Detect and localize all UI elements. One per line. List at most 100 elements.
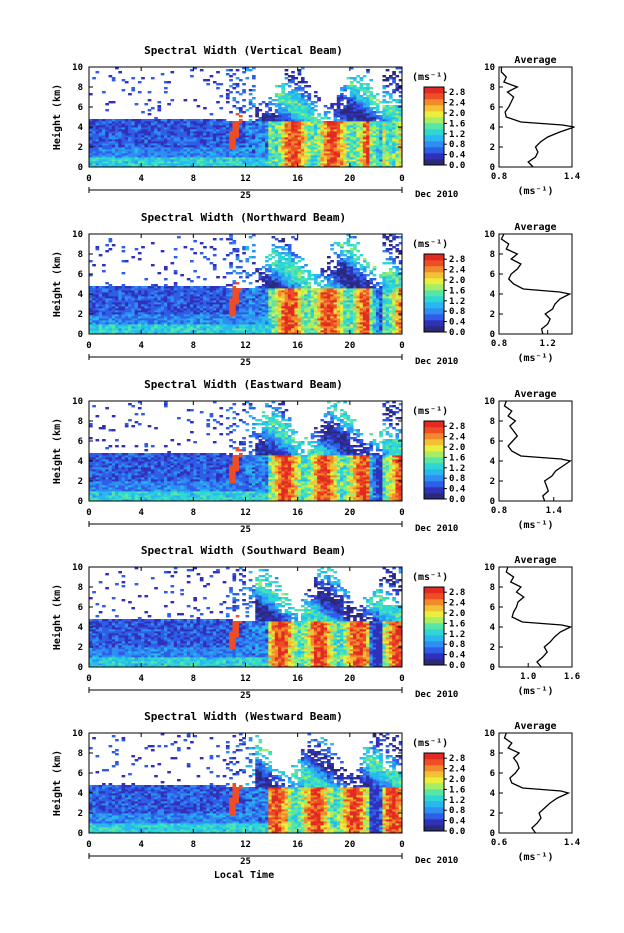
heatmap-cell [144, 278, 148, 280]
heatmap-cell [360, 83, 364, 85]
heatmap-cell [376, 93, 380, 95]
y-tick-label: 4 [78, 123, 84, 133]
heatmap-cell [89, 93, 93, 95]
heatmap-cell [148, 286, 152, 288]
average-y-tick-label: 4 [490, 123, 496, 133]
colorbar-swatch [424, 93, 444, 99]
heatmap-cell [236, 121, 240, 123]
heatmap-cell [369, 91, 373, 93]
heatmap-cell [232, 105, 236, 107]
heatmap-cell [210, 262, 214, 264]
heatmap-cell [151, 119, 155, 121]
heatmap-cell [249, 93, 253, 95]
heatmap-cell [246, 272, 250, 274]
heatmap-cell [268, 258, 272, 260]
heatmap-cell [141, 286, 145, 288]
heatmap-cell [327, 121, 331, 123]
heatmap-cell [301, 77, 305, 79]
heatmap-cell [242, 252, 246, 254]
heatmap-cell [252, 97, 256, 99]
heatmap-cell [125, 81, 129, 83]
heatmap-cell [285, 73, 289, 75]
heatmap-cell [340, 103, 344, 105]
heatmap-cell [392, 99, 396, 101]
heatmap-cell [164, 87, 168, 89]
heatmap-cell [298, 93, 302, 95]
heatmap-cell [161, 119, 165, 121]
heatmap-cell [281, 246, 285, 248]
heatmap-cell [281, 238, 285, 240]
heatmap-cell [294, 83, 298, 85]
heatmap-cell [262, 113, 266, 115]
heatmap-cell [190, 260, 194, 262]
heatmap-cell [193, 252, 197, 254]
heatmap-cell [379, 115, 383, 117]
heatmap-cell [219, 238, 223, 240]
heatmap-cell [174, 282, 178, 284]
heatmap-cell [109, 284, 113, 286]
heatmap-cell [200, 119, 204, 121]
heatmap-cell [105, 250, 109, 252]
heatmap-cell [278, 93, 282, 95]
heatmap-cell [301, 270, 305, 272]
heatmap-cell [392, 105, 396, 107]
heatmap-cell [190, 248, 194, 250]
y-tick-label: 8 [78, 83, 83, 93]
heatmap-cell [96, 246, 100, 248]
heatmap-cell [167, 81, 171, 83]
heatmap-cell [301, 286, 305, 288]
heatmap-cell [236, 101, 240, 103]
heatmap-cell [327, 117, 331, 119]
heatmap-cell [265, 264, 269, 266]
heatmap-cell [144, 286, 148, 288]
heatmap-cell [229, 242, 233, 244]
heatmap-cell [239, 276, 243, 278]
heatmap-cell [281, 262, 285, 264]
heatmap-cell [386, 105, 390, 107]
heatmap-cell [252, 272, 256, 274]
heatmap-cell [249, 274, 253, 276]
heatmap-cell [304, 95, 308, 97]
heatmap-cell [236, 77, 240, 79]
heatmap-cell [242, 71, 246, 73]
heatmap-cell [330, 103, 334, 105]
heatmap-cell [99, 254, 103, 256]
heatmap-cell [99, 119, 103, 121]
heatmap-cell [148, 109, 152, 111]
heatmap-cell [128, 286, 132, 288]
heatmap-cell [180, 274, 184, 276]
heatmap-cell [272, 262, 276, 264]
heatmap-cell [164, 266, 168, 268]
heatmap-cell [157, 101, 161, 103]
heatmap-cell [262, 276, 266, 278]
x-tick-label: 20 [344, 174, 355, 184]
heatmap-cell [213, 248, 217, 250]
heatmap-cell [210, 246, 214, 248]
heatmap-cell [252, 75, 256, 77]
heatmap-cell [395, 83, 399, 85]
heatmap-cell [285, 258, 289, 260]
heatmap-cell [226, 101, 230, 103]
heatmap-cell [167, 119, 171, 121]
heatmap-cells [89, 67, 402, 167]
colorbar-swatch [424, 153, 444, 159]
heatmap-cell [180, 119, 184, 121]
heatmap-cell [304, 270, 308, 272]
heatmap-cell [109, 119, 113, 121]
heatmap-cell [197, 119, 201, 121]
heatmap-cell [275, 93, 279, 95]
heatmap-cell [311, 107, 315, 109]
heatmap-cell [102, 264, 106, 266]
heatmap-cell [324, 121, 328, 123]
heatmap-cell [298, 69, 302, 71]
heatmap-cell [102, 286, 106, 288]
heatmap-cell [272, 268, 276, 270]
heatmap-cell [252, 256, 256, 258]
heatmap-cell [334, 109, 338, 111]
heatmap-cell [105, 119, 109, 121]
heatmap-cell [171, 99, 175, 101]
heatmap-cell [226, 73, 230, 75]
heatmap-cell [246, 77, 250, 79]
heatmap-cell [320, 117, 324, 119]
heatmap-cell [171, 71, 175, 73]
